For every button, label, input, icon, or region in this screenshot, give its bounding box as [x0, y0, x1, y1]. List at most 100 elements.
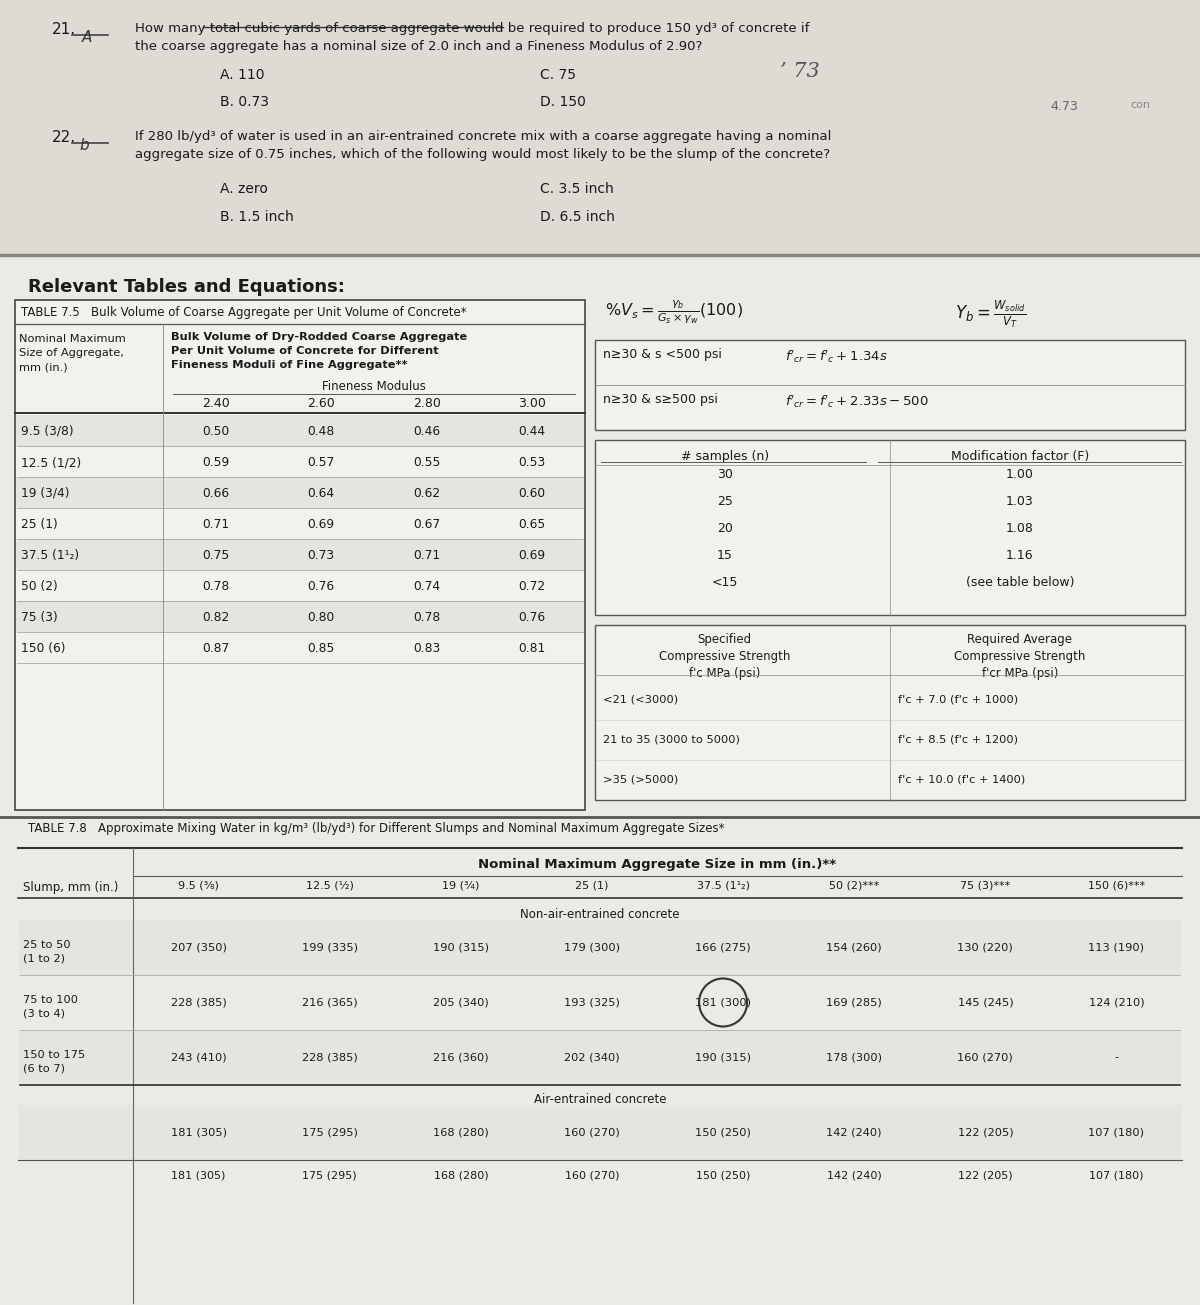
Text: $\%V_s = \frac{\gamma_b}{G_s \times \gamma_w}(100)$: $\%V_s = \frac{\gamma_b}{G_s \times \gam… [605, 298, 743, 326]
Text: 179 (300): 179 (300) [564, 942, 620, 953]
Text: 0.81: 0.81 [518, 642, 546, 655]
Text: >35 (>5000): >35 (>5000) [604, 775, 678, 786]
Text: 0.50: 0.50 [202, 425, 229, 438]
Text: $f'_{cr} = f'_c + 2.33s - 500$: $f'_{cr} = f'_c + 2.33s - 500$ [785, 393, 929, 410]
Text: 154 (260): 154 (260) [827, 942, 882, 953]
Text: A. zero: A. zero [220, 181, 268, 196]
Text: 0.46: 0.46 [413, 425, 440, 438]
Text: the coarse aggregate has a nominal size of 2.0 inch and a Fineness Modulus of 2.: the coarse aggregate has a nominal size … [134, 40, 702, 54]
Text: Non-air-entrained concrete: Non-air-entrained concrete [521, 908, 679, 921]
Text: 193 (325): 193 (325) [564, 997, 620, 1007]
Text: 2.80: 2.80 [413, 397, 440, 410]
Text: 12.5 (1/2): 12.5 (1/2) [22, 455, 82, 468]
Text: 12.5 (¹⁄₂): 12.5 (¹⁄₂) [306, 881, 354, 891]
Text: 202 (340): 202 (340) [564, 1053, 619, 1062]
Text: 0.65: 0.65 [518, 518, 546, 531]
Bar [595, 440, 1186, 615]
Text: 50 (2): 50 (2) [22, 579, 58, 592]
Text: con: con [1130, 100, 1150, 110]
Text: 0.64: 0.64 [307, 487, 335, 500]
Text: 21.: 21. [52, 22, 76, 37]
Text: 0.67: 0.67 [413, 518, 440, 531]
Text: <15: <15 [712, 576, 738, 589]
Text: 142 (240): 142 (240) [827, 1171, 882, 1180]
Text: Modification factor (F): Modification factor (F) [950, 450, 1088, 463]
Text: 0.69: 0.69 [307, 518, 335, 531]
Text: 20: 20 [716, 522, 733, 535]
Text: D. 150: D. 150 [540, 95, 586, 110]
Text: 0.66: 0.66 [202, 487, 229, 500]
Text: b: b [79, 138, 89, 153]
Text: 168 (280): 168 (280) [433, 1128, 488, 1138]
Text: 9.5 (³⁄₈): 9.5 (³⁄₈) [178, 881, 220, 891]
Text: Bulk Volume of Dry-Rodded Coarse Aggregate: Bulk Volume of Dry-Rodded Coarse Aggrega… [172, 331, 467, 342]
Text: 190 (315): 190 (315) [433, 942, 488, 953]
Text: 19 (³⁄₄): 19 (³⁄₄) [442, 881, 480, 891]
Text: 0.53: 0.53 [518, 455, 546, 468]
Text: <21 (<3000): <21 (<3000) [604, 696, 678, 705]
Text: 107 (180): 107 (180) [1088, 1128, 1145, 1138]
Text: 0.55: 0.55 [413, 455, 440, 468]
Text: Air-entrained concrete: Air-entrained concrete [534, 1094, 666, 1107]
Text: 181 (305): 181 (305) [172, 1171, 226, 1180]
Text: 30: 30 [716, 468, 733, 482]
Text: 15: 15 [716, 549, 733, 562]
Bar [16, 478, 584, 508]
Text: 205 (340): 205 (340) [433, 997, 488, 1007]
Text: 150 (250): 150 (250) [695, 1128, 751, 1138]
Text: 0.48: 0.48 [307, 425, 335, 438]
Text: 21 to 35 (3000 to 5000): 21 to 35 (3000 to 5000) [604, 735, 740, 745]
Text: 0.59: 0.59 [202, 455, 229, 468]
Text: 175 (295): 175 (295) [301, 1128, 358, 1138]
Text: $f'_{cr} = f'_c + 1.34s$: $f'_{cr} = f'_c + 1.34s$ [785, 348, 888, 364]
Text: # samples (n): # samples (n) [680, 450, 769, 463]
Text: 207 (350): 207 (350) [170, 942, 227, 953]
Text: n≥30 & s <500 psi: n≥30 & s <500 psi [604, 348, 722, 361]
Text: 0.87: 0.87 [202, 642, 229, 655]
Text: How many total cubic yards of coarse aggregate would be required to produce 150 : How many total cubic yards of coarse agg… [134, 22, 809, 35]
Text: 181 (300): 181 (300) [695, 997, 751, 1007]
Text: 0.44: 0.44 [518, 425, 546, 438]
Text: 50 (2)***: 50 (2)*** [829, 881, 880, 891]
Text: 130 (220): 130 (220) [958, 942, 1013, 953]
Text: 190 (315): 190 (315) [695, 1053, 751, 1062]
Text: -: - [1115, 1053, 1118, 1062]
Text: 0.83: 0.83 [413, 642, 440, 655]
Text: B. 0.73: B. 0.73 [220, 95, 269, 110]
Text: A: A [82, 30, 92, 44]
Text: 216 (360): 216 (360) [433, 1053, 488, 1062]
Text: 1.00: 1.00 [1006, 468, 1033, 482]
Text: 150 (6)***: 150 (6)*** [1088, 881, 1145, 891]
Text: 1.03: 1.03 [1006, 495, 1033, 508]
Text: f'c + 7.0 (f'c + 1000): f'c + 7.0 (f'c + 1000) [898, 696, 1018, 705]
Text: n≥30 & s≥500 psi: n≥30 & s≥500 psi [604, 393, 718, 406]
Text: 228 (385): 228 (385) [170, 997, 227, 1007]
Text: Fineness Moduli of Fine Aggregate**: Fineness Moduli of Fine Aggregate** [172, 360, 408, 371]
Text: Specified
Compressive Strength
f'c MPa (psi): Specified Compressive Strength f'c MPa (… [659, 633, 791, 680]
Text: 166 (275): 166 (275) [695, 942, 751, 953]
Text: ’ 73: ’ 73 [780, 63, 820, 81]
Text: 160 (270): 160 (270) [565, 1171, 619, 1180]
Text: 0.71: 0.71 [413, 549, 440, 562]
Text: 228 (385): 228 (385) [302, 1053, 358, 1062]
Text: 9.5 (3/8): 9.5 (3/8) [22, 425, 73, 438]
Text: 122 (205): 122 (205) [958, 1171, 1013, 1180]
Text: 124 (210): 124 (210) [1088, 997, 1145, 1007]
Text: 0.72: 0.72 [518, 579, 546, 592]
Text: 75 (3)***: 75 (3)*** [960, 881, 1010, 891]
Text: Required Average
Compressive Strength
f'cr MPa (psi): Required Average Compressive Strength f'… [954, 633, 1086, 680]
Text: 122 (205): 122 (205) [958, 1128, 1013, 1138]
Text: 160 (270): 160 (270) [958, 1053, 1013, 1062]
Text: 0.71: 0.71 [202, 518, 229, 531]
Text: 181 (305): 181 (305) [170, 1128, 227, 1138]
Bar [16, 602, 584, 632]
Bar [14, 300, 586, 810]
Text: 0.62: 0.62 [413, 487, 440, 500]
Bar [19, 1030, 1181, 1084]
Text: 25 (1): 25 (1) [22, 518, 58, 531]
Text: 216 (365): 216 (365) [302, 997, 358, 1007]
Bar [0, 254, 1200, 1305]
Bar [595, 341, 1186, 431]
Text: 175 (295): 175 (295) [302, 1171, 358, 1180]
Text: Nominal Maximum Aggregate Size in mm (in.)**: Nominal Maximum Aggregate Size in mm (in… [479, 857, 836, 870]
